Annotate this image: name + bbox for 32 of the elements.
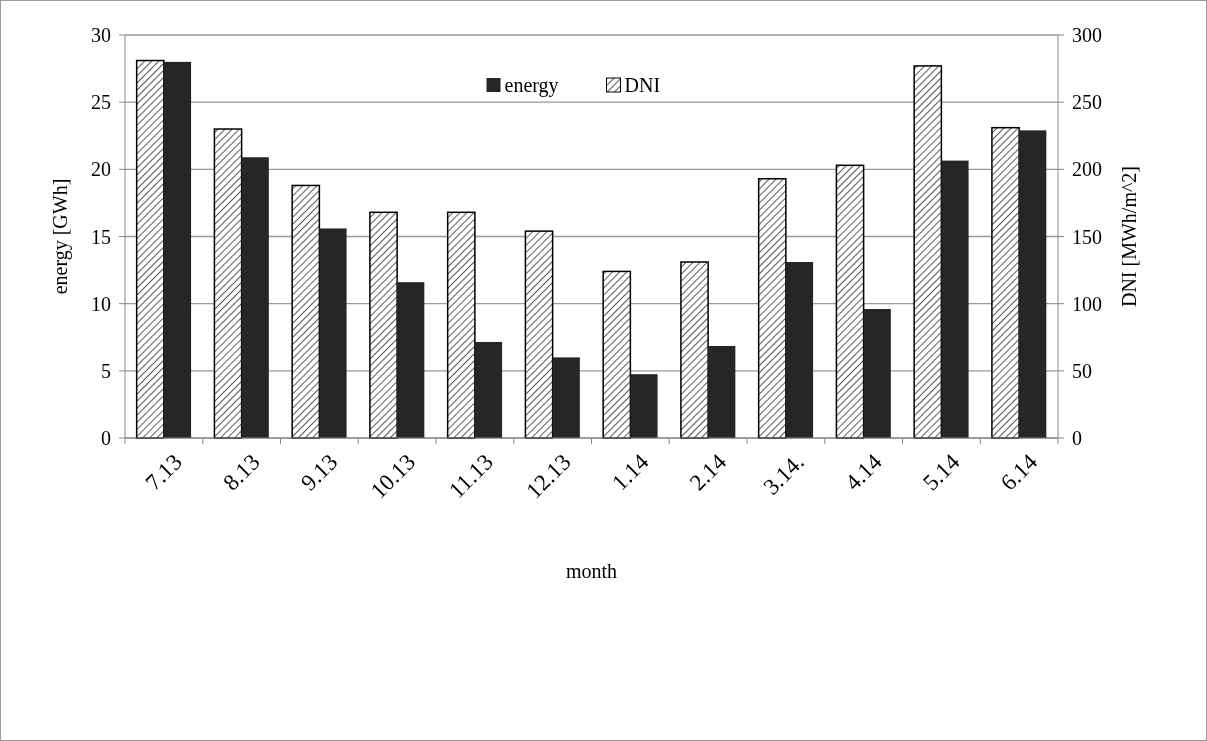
legend-label: DNI <box>624 74 661 96</box>
x-tick-label: 9.13 <box>296 449 343 496</box>
y-tick-label: 25 <box>91 91 111 114</box>
y-tick-label: 10 <box>91 292 111 315</box>
y2-tick-label: 0 <box>1072 427 1082 449</box>
y-tick-label: 15 <box>91 225 111 248</box>
x-tick-label: 6.14 <box>995 448 1043 496</box>
y2-axis-title: DNI [MWh/m^2] <box>1118 165 1140 308</box>
y2-tick-label: 100 <box>1072 292 1102 315</box>
y2-tick-label: 300 <box>1072 24 1102 46</box>
bar <box>835 164 865 439</box>
x-tick-label: 2.14 <box>684 448 732 496</box>
x-tick-label: 4.14 <box>840 448 887 496</box>
x-tick-label: 3.14. <box>758 449 809 500</box>
y2-tick-label: 250 <box>1072 91 1102 114</box>
y-axis-title: energy [GWh] <box>49 178 72 295</box>
x-tick-label: 7.13 <box>140 449 187 496</box>
y-tick-label: 0 <box>101 427 111 449</box>
x-tick-label: 5.14 <box>918 448 965 496</box>
y-tick-label: 5 <box>101 359 111 382</box>
x-tick-label: 8.13 <box>218 449 265 496</box>
y2-tick-label: 200 <box>1072 158 1102 181</box>
bar <box>524 230 554 439</box>
legend-label: energy <box>504 74 559 97</box>
bar <box>446 211 476 439</box>
y-tick-label: 30 <box>91 24 111 46</box>
y2-tick-label: 50 <box>1072 359 1092 382</box>
bar <box>602 270 632 439</box>
y2-tick-label: 150 <box>1072 225 1102 248</box>
x-axis-title: month <box>565 560 618 582</box>
y-tick-label: 20 <box>91 158 111 181</box>
x-tick-label: 1.14 <box>607 448 654 496</box>
